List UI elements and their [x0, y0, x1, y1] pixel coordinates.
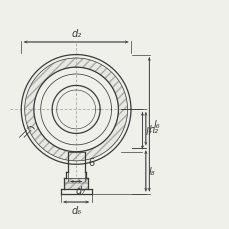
- Text: d₇: d₇: [75, 185, 85, 195]
- Text: d₆: d₆: [71, 206, 81, 215]
- Text: 6: 6: [88, 157, 94, 167]
- Text: h₂: h₂: [148, 124, 158, 134]
- Text: l₈: l₈: [148, 166, 155, 176]
- Text: l₇: l₇: [144, 126, 151, 136]
- Text: l₆: l₆: [153, 120, 159, 130]
- Bar: [64, 178, 88, 189]
- Text: d₂: d₂: [71, 29, 81, 39]
